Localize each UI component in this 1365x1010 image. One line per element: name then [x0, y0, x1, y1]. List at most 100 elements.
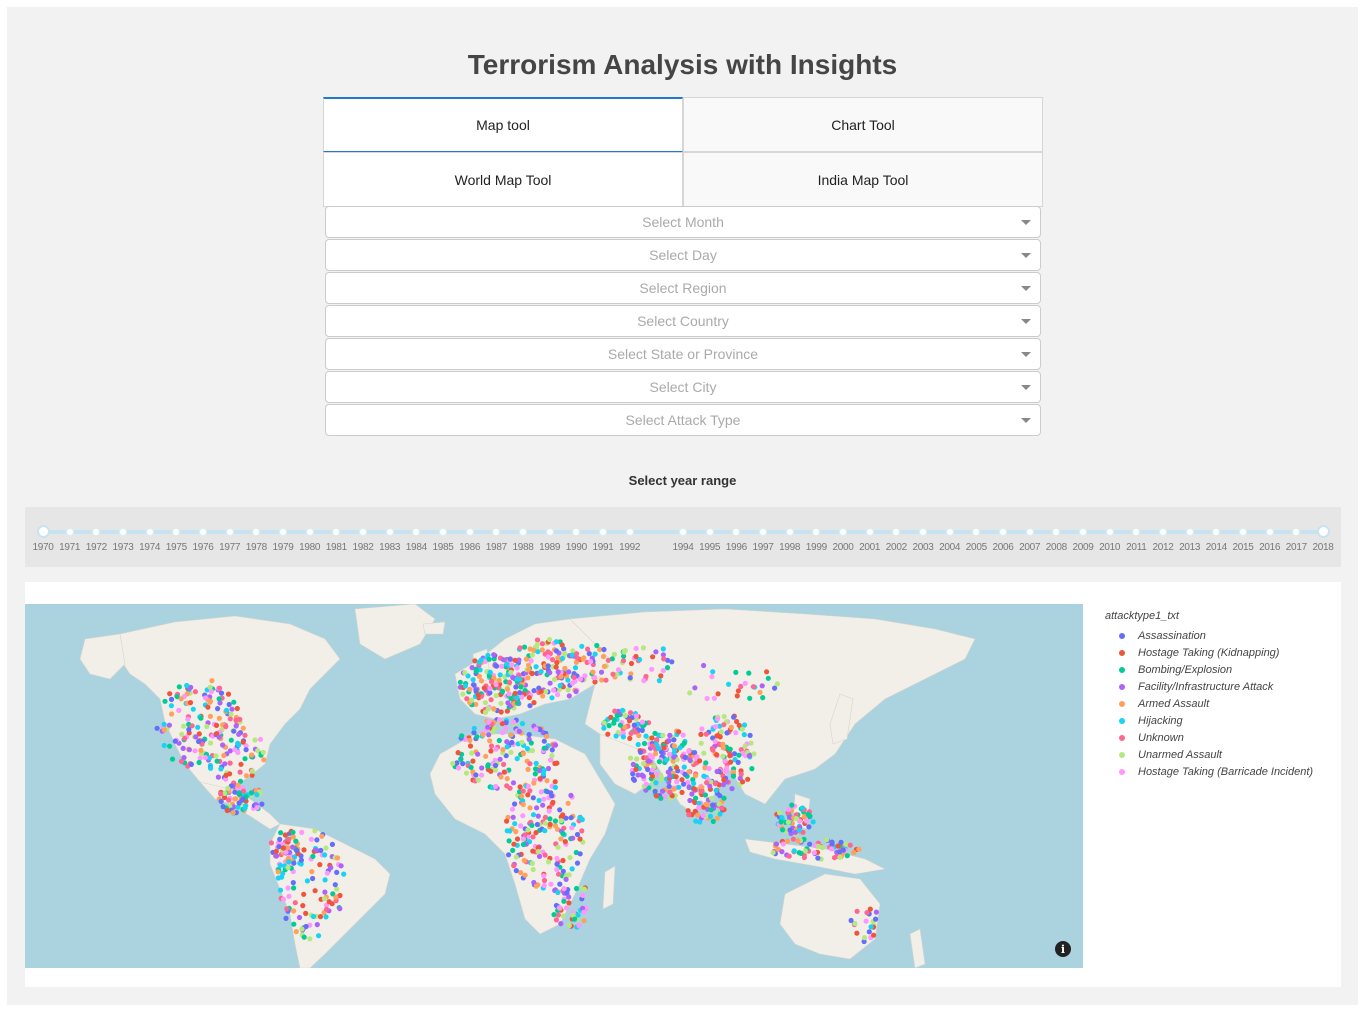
attack-point: [243, 743, 249, 749]
legend-marker: [1119, 700, 1125, 707]
attack-point: [533, 883, 539, 889]
attack-type-dropdown[interactable]: Select Attack Type: [325, 404, 1041, 436]
attack-point: [227, 748, 233, 754]
slider-tick: [172, 528, 181, 536]
slider-handle-end[interactable]: [1317, 525, 1330, 538]
year-range-slider[interactable]: 1970 1971 1972 1973 1974 1975 1976 1977 1978 1979…: [25, 507, 1341, 567]
attack-point: [525, 783, 531, 789]
attack-point: [233, 723, 239, 729]
slider-tick: [92, 528, 101, 536]
attack-point: [696, 800, 702, 806]
legend-item-hijacking[interactable]: Hijacking: [1105, 712, 1341, 729]
attack-point: [656, 759, 663, 765]
state-dropdown[interactable]: Select State or Province: [325, 338, 1041, 370]
city-dropdown[interactable]: Select City: [325, 371, 1041, 403]
attack-point: [535, 649, 541, 655]
attack-point: [791, 848, 797, 854]
attack-point: [293, 929, 299, 935]
attack-point: [527, 761, 533, 767]
australia: [779, 873, 881, 960]
year-mark-label: 1998: [779, 542, 801, 553]
attack-point: [692, 808, 698, 814]
attack-point: [516, 657, 522, 663]
year-mark-label: 1983: [379, 542, 401, 553]
year-mark-label: 1996: [725, 542, 747, 553]
attack-point: [801, 814, 808, 820]
tab-chart-tool[interactable]: Chart Tool: [683, 97, 1043, 152]
attack-point: [715, 691, 721, 697]
attack-point: [698, 740, 704, 746]
attack-point: [530, 795, 536, 801]
attack-point: [720, 753, 726, 759]
attack-point: [488, 743, 495, 749]
legend-item-hostage-barricade[interactable]: Hostage Taking (Barricade Incident): [1105, 763, 1341, 780]
attack-point: [457, 679, 463, 685]
year-mark-label: 1972: [85, 542, 107, 553]
legend-label: Armed Assault: [1138, 697, 1210, 710]
attack-point: [738, 683, 744, 690]
attack-point: [649, 666, 655, 672]
attack-point: [573, 885, 580, 892]
attack-point: [518, 684, 524, 690]
attack-point: [517, 690, 523, 696]
attack-point: [513, 829, 519, 835]
slider-handle-start[interactable]: [37, 525, 50, 538]
attack-point: [563, 876, 569, 882]
attack-point: [575, 912, 581, 918]
legend-item-armed-assault[interactable]: Armed Assault: [1105, 695, 1341, 712]
legend-label: Hostage Taking (Kidnapping): [1138, 646, 1280, 659]
attack-point: [489, 678, 495, 684]
tab-world-map-tool[interactable]: World Map Tool: [323, 152, 683, 207]
legend-item-hostage-kidnapping[interactable]: Hostage Taking (Kidnapping): [1105, 644, 1341, 661]
month-dropdown[interactable]: Select Month: [325, 206, 1041, 238]
attack-point: [640, 645, 647, 651]
attack-point: [653, 780, 659, 786]
attack-point: [280, 845, 286, 851]
attack-point: [286, 859, 292, 865]
attack-point: [487, 669, 493, 675]
legend-item-unarmed-assault[interactable]: Unarmed Assault: [1105, 746, 1341, 763]
year-mark-label: 1978: [245, 542, 267, 553]
legend-label: Assassination: [1138, 629, 1206, 642]
attack-point: [665, 769, 671, 775]
legend-item-facility-attack[interactable]: Facility/Infrastructure Attack: [1105, 678, 1341, 695]
attack-point: [557, 682, 563, 689]
attack-point: [471, 730, 477, 736]
legend-item-unknown[interactable]: Unknown: [1105, 729, 1341, 746]
region-dropdown[interactable]: Select Region: [325, 272, 1041, 304]
attack-point: [283, 915, 289, 921]
attack-point: [693, 795, 699, 801]
attack-point: [541, 877, 548, 884]
country-dropdown[interactable]: Select Country: [325, 305, 1041, 337]
attack-point: [168, 696, 175, 702]
info-icon[interactable]: i: [1055, 941, 1071, 957]
page-title: Terrorism Analysis with Insights: [467, 49, 898, 80]
attack-point: [656, 745, 662, 752]
attack-point: [504, 744, 510, 750]
attack-point: [193, 734, 199, 740]
attack-point: [810, 819, 816, 825]
world-map[interactable]: [25, 604, 1083, 968]
attack-point: [628, 671, 634, 677]
attack-point: [500, 747, 506, 753]
year-mark-label: 1976: [192, 542, 214, 553]
attack-point: [653, 741, 660, 748]
attack-point: [223, 707, 230, 713]
attack-point: [867, 906, 873, 912]
attack-point: [694, 754, 700, 760]
attack-point: [510, 847, 516, 853]
legend-item-bombing[interactable]: Bombing/Explosion: [1105, 661, 1341, 678]
attack-point: [496, 677, 502, 683]
tab-map-tool[interactable]: Map tool: [323, 97, 683, 152]
year-mark-label: 1970: [32, 542, 54, 553]
attack-point: [693, 818, 699, 824]
tab-india-map-tool[interactable]: India Map Tool: [683, 152, 1043, 207]
day-dropdown[interactable]: Select Day: [325, 239, 1041, 271]
attack-point: [641, 740, 648, 747]
day-placeholder: Select Day: [649, 247, 717, 263]
attack-point: [216, 734, 222, 740]
attack-point: [649, 743, 656, 749]
legend-item-assassination[interactable]: Assassination: [1105, 627, 1341, 644]
month-placeholder: Select Month: [642, 214, 724, 230]
attack-point: [714, 768, 720, 775]
